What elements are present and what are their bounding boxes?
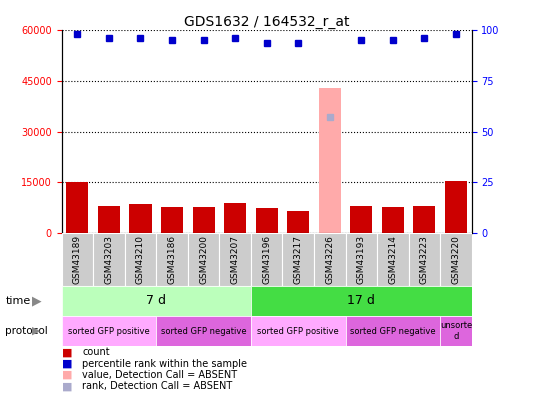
Bar <box>125 233 157 286</box>
Bar <box>192 207 214 233</box>
Text: 7 d: 7 d <box>146 294 166 307</box>
Text: GSM43210: GSM43210 <box>136 235 145 284</box>
Text: rank, Detection Call = ABSENT: rank, Detection Call = ABSENT <box>82 382 232 391</box>
Text: GSM43220: GSM43220 <box>451 235 460 284</box>
Text: GSM43214: GSM43214 <box>388 235 397 284</box>
Text: GSM43186: GSM43186 <box>168 234 176 284</box>
Text: sorted GFP negative: sorted GFP negative <box>350 326 436 336</box>
Bar <box>224 203 246 233</box>
Text: GSM43203: GSM43203 <box>105 235 114 284</box>
Bar <box>350 206 373 233</box>
Text: GSM43223: GSM43223 <box>420 235 429 284</box>
Bar <box>219 233 251 286</box>
Bar <box>440 233 472 286</box>
Bar <box>282 233 314 286</box>
Text: GSM43217: GSM43217 <box>294 235 303 284</box>
Bar <box>62 316 157 346</box>
Text: count: count <box>82 347 110 357</box>
Bar <box>62 233 93 286</box>
Bar <box>256 207 278 233</box>
Bar <box>130 204 152 233</box>
Text: value, Detection Call = ABSENT: value, Detection Call = ABSENT <box>82 370 237 380</box>
Bar <box>98 206 120 233</box>
Text: GSM43189: GSM43189 <box>73 234 82 284</box>
Text: GSM43207: GSM43207 <box>230 235 240 284</box>
Text: ■: ■ <box>62 359 72 369</box>
Text: ■: ■ <box>62 370 72 380</box>
Bar <box>346 233 377 286</box>
Text: time: time <box>5 296 31 306</box>
Text: ■: ■ <box>62 347 72 357</box>
Bar <box>408 233 440 286</box>
Text: GSM43196: GSM43196 <box>262 234 271 284</box>
Bar <box>251 286 472 316</box>
Bar <box>440 316 472 346</box>
Bar <box>287 211 309 233</box>
Text: GSM43193: GSM43193 <box>357 234 366 284</box>
Text: GSM43200: GSM43200 <box>199 235 208 284</box>
Bar <box>157 233 188 286</box>
Bar <box>445 181 467 233</box>
Text: percentile rank within the sample: percentile rank within the sample <box>82 359 247 369</box>
Text: ▶: ▶ <box>32 294 41 307</box>
Bar <box>251 233 282 286</box>
Bar <box>62 286 251 316</box>
Bar <box>346 316 440 346</box>
Text: unsorte
d: unsorte d <box>440 322 472 341</box>
Text: ■: ■ <box>62 382 72 391</box>
Bar <box>157 316 251 346</box>
Text: 17 d: 17 d <box>347 294 375 307</box>
Bar <box>66 182 88 233</box>
Text: protocol: protocol <box>5 326 48 336</box>
Text: ▶: ▶ <box>32 326 41 336</box>
Bar <box>314 233 346 286</box>
Text: sorted GFP negative: sorted GFP negative <box>161 326 247 336</box>
Bar <box>188 233 219 286</box>
Bar <box>251 316 346 346</box>
Bar <box>413 206 435 233</box>
Bar <box>319 88 341 233</box>
Title: GDS1632 / 164532_r_at: GDS1632 / 164532_r_at <box>184 15 349 29</box>
Bar <box>161 207 183 233</box>
Bar <box>382 207 404 233</box>
Bar <box>377 233 408 286</box>
Bar <box>93 233 125 286</box>
Text: GSM43226: GSM43226 <box>325 235 334 284</box>
Text: sorted GFP positive: sorted GFP positive <box>68 326 150 336</box>
Text: sorted GFP positive: sorted GFP positive <box>257 326 339 336</box>
